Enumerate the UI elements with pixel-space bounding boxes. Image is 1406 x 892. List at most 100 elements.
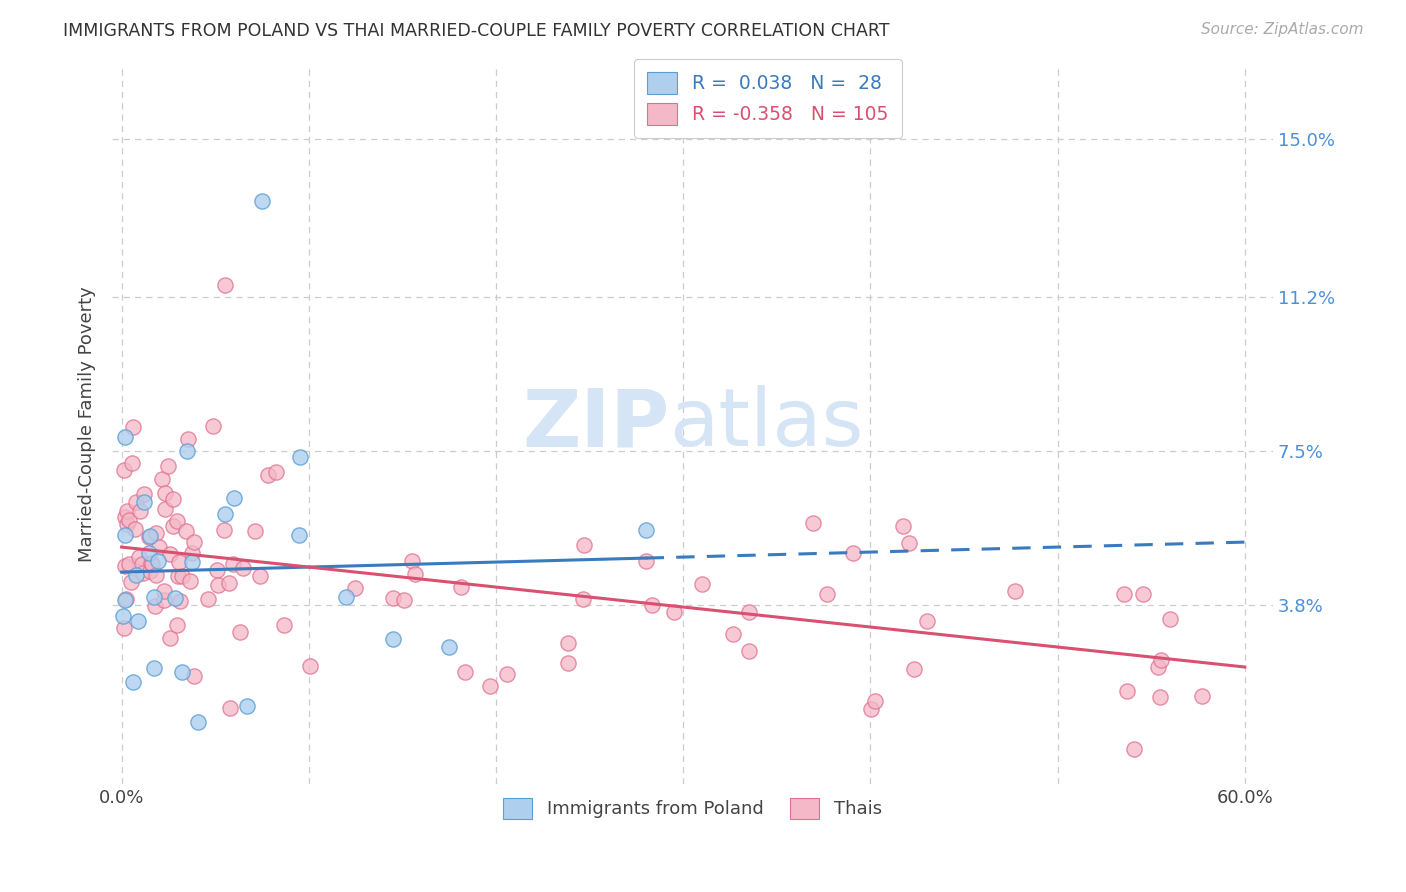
Point [115,504,138,518]
Point [245,524,267,539]
Point [860,702,883,716]
Point [155,485,177,500]
Point [479,679,502,693]
Point [207,578,229,592]
Point [1147,660,1170,674]
Point [205,564,228,578]
Point [143,661,166,675]
Point [197,592,219,607]
Point [141,557,163,571]
Y-axis label: Married-Couple Family Poverty: Married-Couple Family Poverty [79,286,96,562]
Point [1132,586,1154,600]
Point [114,592,136,607]
Point [128,550,150,565]
Point [139,564,162,578]
Point [129,504,152,518]
Point [181,555,204,569]
Point [169,594,191,608]
Point [218,701,240,715]
Point [214,507,236,521]
Point [112,609,135,624]
Point [153,501,176,516]
Point [815,587,838,601]
Point [159,547,181,561]
Point [115,592,138,607]
Legend: Immigrants from Poland, Thais: Immigrants from Poland, Thais [496,790,889,826]
Point [115,516,138,531]
Point [382,591,405,606]
Point [1159,612,1181,626]
Point [344,581,367,595]
Point [179,574,201,588]
Point [222,491,245,505]
Point [156,458,179,473]
Point [121,419,143,434]
Point [273,618,295,632]
Point [1116,683,1139,698]
Point [641,599,664,613]
Point [738,644,761,658]
Point [1191,689,1213,703]
Point [138,546,160,560]
Point [166,617,188,632]
Point [1112,587,1135,601]
Point [557,656,579,670]
Point [298,658,321,673]
Point [662,605,685,619]
Point [801,516,824,531]
Point [121,674,143,689]
Point [114,528,136,542]
Point [118,513,141,527]
Point [572,538,595,552]
Point [572,591,595,606]
Point [125,495,148,509]
Point [112,621,135,635]
Point [1004,584,1026,599]
Point [437,640,460,654]
Point [903,662,925,676]
Point [557,636,579,650]
Point [1122,742,1144,756]
Point [392,592,415,607]
Point [139,528,162,542]
Point [218,575,240,590]
Text: Source: ZipAtlas.com: Source: ZipAtlas.com [1201,22,1364,37]
Point [290,450,312,465]
Point [634,524,657,538]
Point [183,669,205,683]
Point [170,569,193,583]
Point [150,472,173,486]
Point [177,432,200,446]
Point [404,566,426,581]
Point [842,546,865,560]
Point [152,593,174,607]
Point [127,614,149,628]
Point [257,468,280,483]
Point [454,665,477,679]
Point [153,584,176,599]
Point [288,527,311,541]
Point [162,492,184,507]
Point [132,494,155,508]
Point [335,590,357,604]
Point [183,535,205,549]
Point [118,557,141,571]
Text: atlas: atlas [669,385,863,463]
Point [163,591,186,605]
Point [232,561,254,575]
Point [167,555,190,569]
Point [167,569,190,583]
Point [264,465,287,479]
Point [1149,690,1171,704]
Point [146,554,169,568]
Point [114,510,136,524]
Point [201,418,224,433]
Point [496,667,519,681]
Point [634,553,657,567]
Point [170,665,193,680]
Point [690,576,713,591]
Point [249,569,271,583]
Point [125,567,148,582]
Point [148,540,170,554]
Point [112,463,135,477]
